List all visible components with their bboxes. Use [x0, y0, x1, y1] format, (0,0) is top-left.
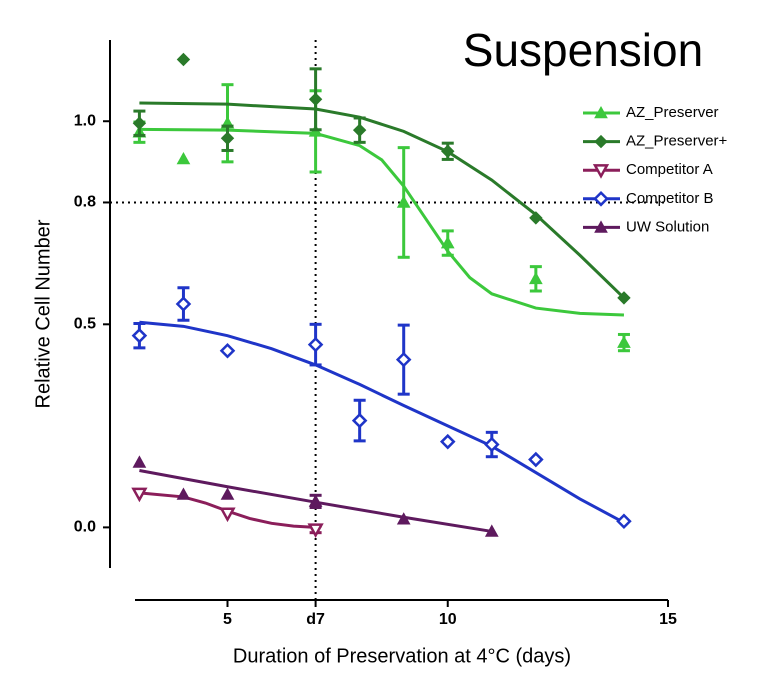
- legend-label: Competitor A: [626, 161, 713, 178]
- data-point: [132, 116, 147, 130]
- data-point: [308, 494, 323, 507]
- x-tick-label: d7: [306, 611, 325, 628]
- y-tick-label: 0.8: [74, 194, 96, 211]
- data-point: [219, 342, 236, 359]
- data-point: [617, 291, 631, 305]
- legend-marker: [594, 134, 608, 149]
- data-point: [440, 236, 455, 249]
- data-point: [616, 513, 632, 530]
- chart-title: Suspension: [463, 24, 703, 76]
- legend-label: UW Solution: [626, 218, 709, 235]
- data-point: [617, 335, 631, 348]
- data-point: [307, 523, 324, 538]
- legend-marker: [594, 105, 608, 119]
- data-point: [352, 123, 367, 137]
- data-point: [175, 296, 192, 312]
- legend-label: AZ_Preserver: [626, 104, 719, 121]
- data-point: [529, 211, 543, 225]
- data-point: [219, 507, 236, 523]
- fit-curve: [139, 127, 625, 317]
- data-point: [308, 92, 323, 107]
- legend-marker: [593, 191, 609, 207]
- data-point: [220, 487, 235, 500]
- data-point: [132, 455, 147, 468]
- data-point: [176, 487, 191, 500]
- legend-marker: [594, 220, 608, 233]
- data-point: [441, 144, 455, 158]
- data-point: [529, 271, 543, 285]
- data-point: [528, 451, 544, 468]
- x-tick-label: 10: [439, 611, 457, 628]
- data-point: [220, 131, 235, 145]
- fit-curve: [139, 320, 625, 524]
- fit-curve: [139, 101, 625, 299]
- x-tick-label: 15: [659, 611, 677, 628]
- x-axis-label: Duration of Preservation at 4°C (days): [233, 645, 571, 667]
- y-axis-label: Relative Cell Number: [32, 219, 54, 408]
- legend-label: AZ_Preserver+: [626, 133, 728, 150]
- data-point: [351, 412, 368, 429]
- data-point: [439, 433, 456, 450]
- data-point: [395, 351, 412, 368]
- y-tick-label: 1.0: [74, 112, 96, 129]
- data-point: [307, 336, 324, 353]
- legend-marker: [592, 164, 610, 179]
- legend-label: Competitor B: [626, 190, 714, 207]
- y-tick-label: 0.5: [74, 316, 96, 333]
- data-point: [484, 524, 499, 537]
- data-point: [176, 52, 191, 67]
- data-point: [396, 195, 411, 208]
- data-point: [396, 512, 411, 525]
- data-point: [484, 436, 500, 453]
- data-point: [176, 151, 191, 165]
- data-point: [131, 327, 148, 344]
- y-tick-label: 0.0: [74, 519, 96, 536]
- x-tick-label: 5: [223, 611, 232, 628]
- data-point: [131, 487, 148, 503]
